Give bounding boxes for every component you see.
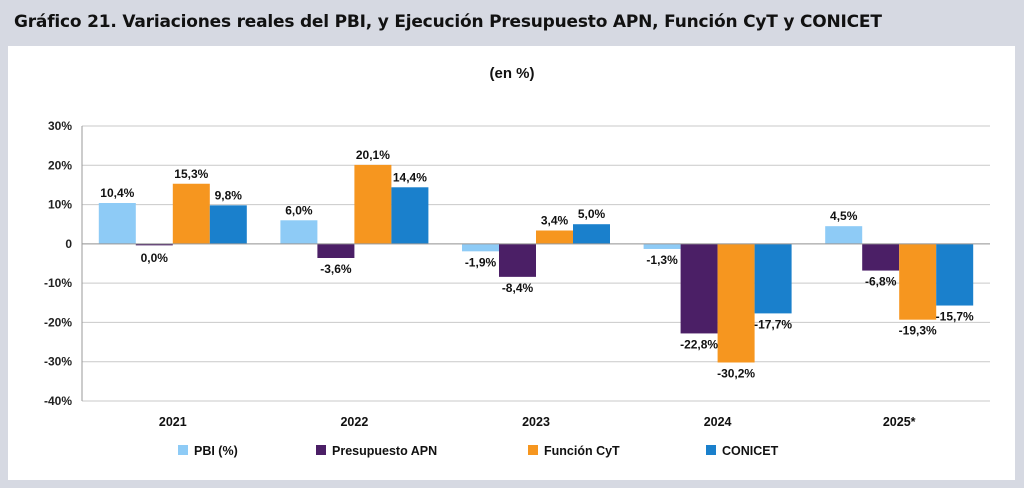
legend-swatch bbox=[316, 445, 326, 455]
y-tick-label: -20% bbox=[44, 315, 72, 329]
data-label: -3,6% bbox=[320, 262, 352, 276]
data-label: 15,3% bbox=[174, 167, 208, 181]
data-label: 5,0% bbox=[578, 207, 606, 221]
bar bbox=[936, 243, 974, 306]
y-axis: 30% 20% 10% 0 -10% -20% -30% -40% bbox=[44, 119, 83, 408]
data-label: 3,4% bbox=[541, 214, 569, 228]
bar bbox=[680, 243, 718, 334]
bar bbox=[643, 243, 681, 249]
legend-label: Función CyT bbox=[544, 444, 620, 458]
data-label: -6,8% bbox=[865, 275, 897, 289]
y-tick-label: -30% bbox=[44, 355, 72, 369]
legend: PBI (%) Presupuesto APN Función CyT CONICET bbox=[178, 444, 779, 458]
bar bbox=[754, 243, 792, 314]
data-label: -1,3% bbox=[646, 253, 678, 267]
legend-swatch bbox=[706, 445, 716, 455]
x-tick-label: 2021 bbox=[159, 415, 187, 429]
y-tick-label: 30% bbox=[48, 119, 72, 133]
x-tick-label: 2024 bbox=[704, 415, 732, 429]
data-labels: 10,4% 6,0% -1,9% -1,3% 4,5% 0,0% -3,6% -8,4% -22… bbox=[100, 148, 974, 381]
data-label: 9,8% bbox=[215, 188, 243, 202]
bar bbox=[354, 164, 392, 244]
legend-label: PBI (%) bbox=[194, 444, 238, 458]
y-tick-label: 0 bbox=[65, 237, 72, 251]
bar bbox=[462, 243, 499, 252]
y-tick-label: -10% bbox=[44, 276, 72, 290]
data-label: -15,7% bbox=[936, 310, 974, 324]
x-axis: 2021 2022 2023 2024 2025* bbox=[82, 243, 990, 429]
bar bbox=[98, 203, 136, 244]
bar bbox=[899, 243, 937, 320]
y-tick-label: 10% bbox=[48, 198, 72, 212]
bar bbox=[862, 243, 900, 271]
bar bbox=[391, 187, 429, 244]
data-label: -22,8% bbox=[680, 337, 718, 351]
y-tick-label: 20% bbox=[48, 158, 72, 172]
x-tick-label: 2022 bbox=[340, 415, 368, 429]
x-tick-label: 2023 bbox=[522, 415, 550, 429]
data-label: 0,0% bbox=[141, 251, 169, 265]
bar bbox=[280, 220, 318, 244]
data-label: -1,9% bbox=[465, 255, 497, 269]
y-tick-label: -40% bbox=[44, 394, 72, 408]
bar bbox=[317, 243, 355, 258]
bar bbox=[135, 243, 173, 246]
data-label: 4,5% bbox=[830, 209, 858, 223]
bar bbox=[172, 183, 210, 244]
bar bbox=[717, 243, 755, 363]
bar bbox=[573, 224, 610, 244]
x-tick-label: 2025* bbox=[883, 415, 916, 429]
data-label: 10,4% bbox=[100, 186, 134, 200]
bars bbox=[98, 164, 974, 363]
chart-subtitle: (en %) bbox=[490, 65, 535, 82]
data-label: -19,3% bbox=[899, 324, 937, 338]
legend-label: Presupuesto APN bbox=[332, 444, 437, 458]
legend-swatch bbox=[178, 445, 188, 455]
chart-title: Gráfico 21. Variaciones reales del PBI, … bbox=[14, 12, 882, 32]
bar bbox=[536, 230, 573, 244]
data-label: -8,4% bbox=[502, 281, 534, 295]
data-label: -30,2% bbox=[717, 367, 755, 381]
data-label: 14,4% bbox=[393, 170, 427, 184]
legend-swatch bbox=[528, 445, 538, 455]
data-label: -17,7% bbox=[754, 317, 792, 331]
chart-header: Gráfico 21. Variaciones reales del PBI, … bbox=[0, 0, 1024, 44]
bar bbox=[209, 205, 247, 244]
bar bbox=[499, 243, 536, 277]
legend-label: CONICET bbox=[722, 444, 779, 458]
bar bbox=[825, 226, 863, 244]
data-label: 20,1% bbox=[356, 148, 390, 162]
data-label: 6,0% bbox=[285, 203, 313, 217]
